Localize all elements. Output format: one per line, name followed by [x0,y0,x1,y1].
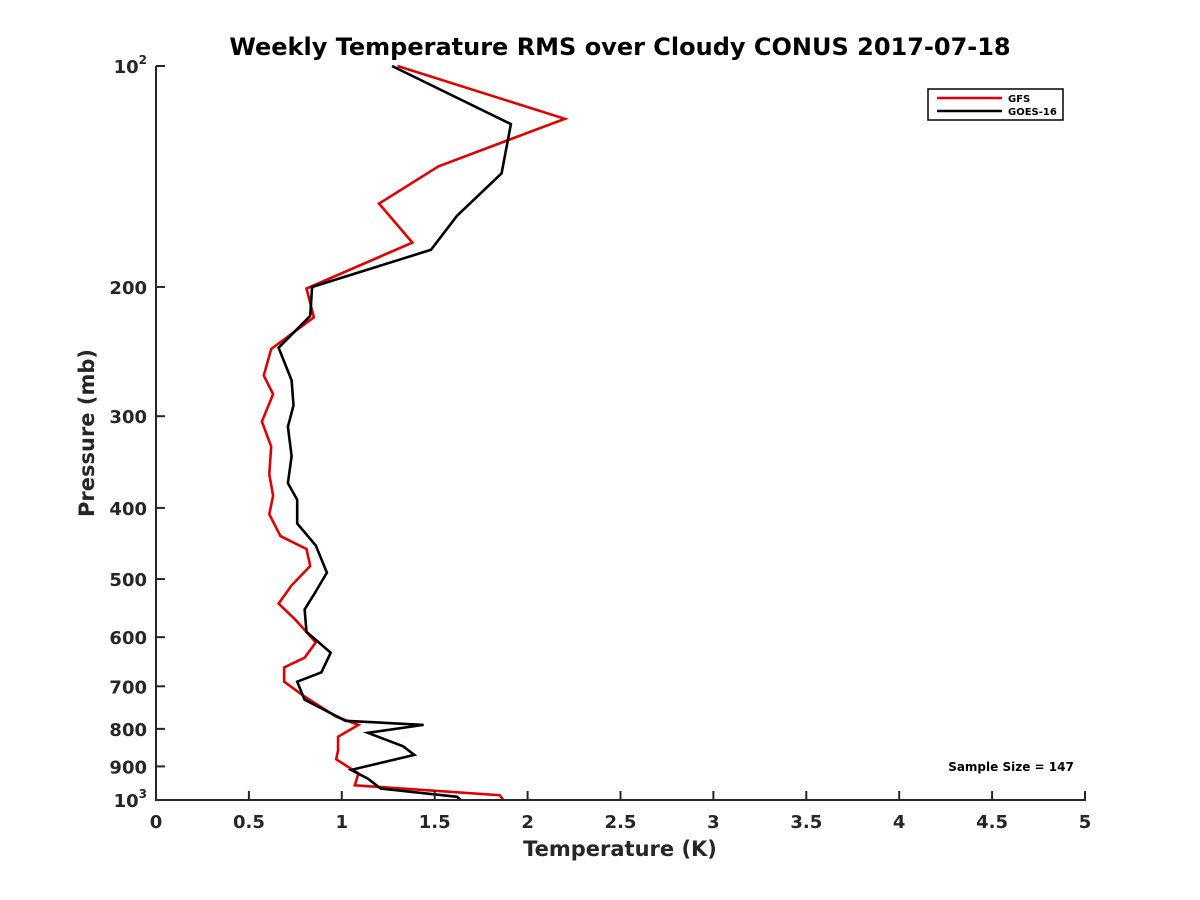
series-line-gfs [260,64,569,801]
x-axis-label: Temperature (K) [523,837,717,861]
x-tick-label: 1.5 [419,812,451,833]
x-tick-label: 4.5 [976,812,1008,833]
y-tick-label: 102 [114,53,147,78]
x-tick-label: 3 [707,812,720,833]
series-lines [260,64,569,801]
series-line-goes-16 [277,64,513,801]
y-tick-label: 400 [109,499,147,520]
x-tick-label: 5 [1079,812,1092,833]
legend-label: GOES-16 [1008,107,1057,118]
y-tick-label: 700 [109,677,147,698]
y-tick-label: 103 [114,787,147,812]
x-tick-label: 2 [521,812,534,833]
legend: GFS GOES-16 [927,88,1064,121]
y-axis-ticks: 102 200 300 400 500 600 700 800 900 103 [109,53,165,812]
legend-box [927,88,1064,121]
x-tick-label: 1 [336,812,349,833]
y-tick-label: 900 [109,757,147,778]
x-tick-label: 2.5 [605,812,637,833]
chart-title: Weekly Temperature RMS over Cloudy CONUS… [229,33,1010,61]
x-tick-label: 3.5 [790,812,822,833]
x-tick-label: 0.5 [233,812,265,833]
y-tick-label: 600 [109,628,147,649]
y-tick-label: 500 [109,570,147,591]
y-tick-label: 300 [109,407,147,428]
x-tick-label: 0 [150,812,163,833]
y-tick-label: 200 [109,278,147,299]
y-tick-label: 800 [109,720,147,741]
legend-label: GFS [1008,94,1030,105]
y-axis-label: Pressure (mb) [75,349,99,517]
sample-size-annotation: Sample Size = 147 [948,760,1074,774]
x-tick-label: 4 [893,812,906,833]
x-axis-ticks: 0 0.5 1 1.5 2 2.5 3 3.5 4 4.5 5 [150,791,1092,833]
